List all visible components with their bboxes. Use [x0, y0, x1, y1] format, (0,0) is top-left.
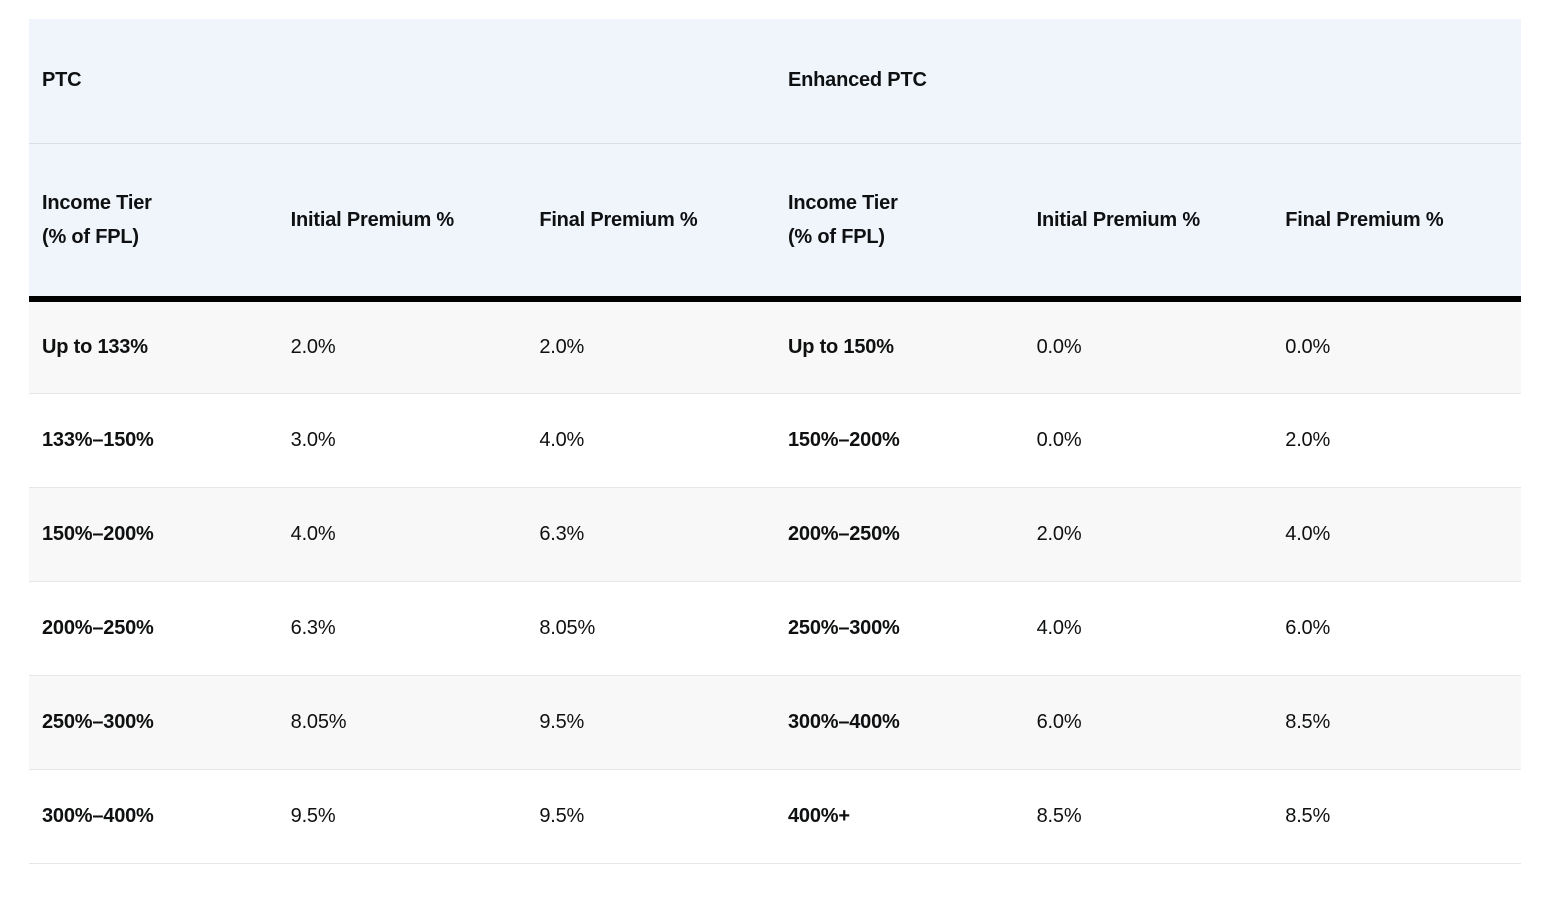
column-header-row: Income Tier (% of FPL) Initial Premium %…: [29, 143, 1521, 302]
cell-eptc-initial: 2.0%: [1023, 486, 1273, 581]
cell-eptc-initial: 0.0%: [1023, 392, 1273, 487]
cell-ptc-initial: 2.0%: [290, 335, 336, 358]
cell-eptc-tier: 200%–250%: [774, 486, 1024, 581]
cell-ptc-final: 4.0%: [526, 392, 775, 487]
column-header-ptc-income-tier-line2: (% of FPL): [42, 225, 139, 248]
cell-ptc-final: 9.5%: [526, 768, 775, 864]
group-header-row: PTC Enhanced PTC: [29, 19, 1521, 144]
cell-ptc-final: 9.5%: [526, 674, 775, 769]
group-header-enhanced-ptc: Enhanced PTC: [774, 19, 1521, 144]
table-row: 133%–150% 3.0% 4.0% 150%–200% 0.0% 2.0%: [29, 392, 1521, 487]
cell-ptc-initial: 8.05%: [277, 674, 527, 769]
cell-ptc-tier: Up to 133%: [42, 335, 148, 358]
table-row: 300%–400% 9.5% 9.5% 400%+ 8.5% 8.5%: [29, 768, 1521, 864]
cell-eptc-tier: 150%–200%: [774, 392, 1024, 487]
cell-eptc-initial: 8.5%: [1023, 768, 1273, 864]
column-header-ptc-final-premium: Final Premium %: [526, 143, 775, 302]
cell-eptc-initial: 0.0%: [1036, 335, 1082, 358]
cell-ptc-tier: 250%–300%: [29, 674, 278, 769]
group-header-enhanced-ptc-label: Enhanced PTC: [787, 69, 927, 92]
cell-ptc-final: 6.3%: [526, 486, 775, 581]
cell-ptc-tier: 300%–400%: [29, 768, 278, 864]
column-header-eptc-income-tier-line2: (% of FPL): [787, 225, 885, 248]
table-row: Up to 133% 2.0% 2.0% Up to 150% 0.0% 0.0…: [29, 299, 1521, 393]
cell-ptc-tier: 150%–200%: [29, 486, 278, 581]
cell-eptc-final: 2.0%: [1272, 392, 1521, 487]
cell-eptc-final: 4.0%: [1272, 486, 1521, 581]
cell-eptc-tier: 400%+: [774, 768, 1024, 864]
table-row: 250%–300% 8.05% 9.5% 300%–400% 6.0% 8.5%: [29, 674, 1521, 769]
column-header-ptc-income-tier: Income Tier (% of FPL): [29, 143, 278, 302]
cell-ptc-final: 8.05%: [526, 580, 775, 675]
cell-ptc-initial: 4.0%: [277, 486, 527, 581]
cell-eptc-tier: Up to 150%: [787, 335, 894, 358]
cell-eptc-final: 0.0%: [1285, 335, 1331, 358]
cell-ptc-initial: 9.5%: [277, 768, 527, 864]
column-header-eptc-final-premium: Final Premium %: [1272, 143, 1521, 302]
table-header: PTC Enhanced PTC Income Tier (% of FPL) …: [29, 19, 1521, 302]
cell-ptc-final: 2.0%: [539, 335, 585, 358]
cell-eptc-tier: 300%–400%: [774, 674, 1024, 769]
cell-eptc-initial: 4.0%: [1023, 580, 1273, 675]
table-row: 150%–200% 4.0% 6.3% 200%–250% 2.0% 4.0%: [29, 486, 1521, 581]
column-header-eptc-income-tier-line1: Income Tier: [787, 191, 898, 214]
cell-eptc-final: 6.0%: [1272, 580, 1521, 675]
cell-ptc-tier: 200%–250%: [29, 580, 278, 675]
cell-ptc-initial: 6.3%: [277, 580, 527, 675]
cell-ptc-initial: 3.0%: [277, 392, 527, 487]
ptc-comparison-table: PTC Enhanced PTC Income Tier (% of FPL) …: [29, 19, 1521, 864]
group-header-ptc: PTC: [29, 19, 775, 144]
cell-eptc-final: 8.5%: [1272, 768, 1521, 864]
table-body: Up to 133% 2.0% 2.0% Up to 150% 0.0% 0.0…: [29, 299, 1521, 864]
cell-eptc-tier: 250%–300%: [774, 580, 1024, 675]
cell-ptc-tier: 133%–150%: [29, 392, 278, 487]
table-row: 200%–250% 6.3% 8.05% 250%–300% 4.0% 6.0%: [29, 580, 1521, 675]
group-header-ptc-label: PTC: [42, 69, 82, 92]
cell-eptc-initial: 6.0%: [1023, 674, 1273, 769]
cell-eptc-final: 8.5%: [1272, 674, 1521, 769]
column-header-eptc-income-tier: Income Tier (% of FPL): [774, 143, 1024, 302]
column-header-ptc-initial-premium: Initial Premium %: [277, 143, 527, 302]
column-header-eptc-initial-premium: Initial Premium %: [1023, 143, 1273, 302]
column-header-ptc-income-tier-line1: Income Tier: [42, 191, 152, 214]
